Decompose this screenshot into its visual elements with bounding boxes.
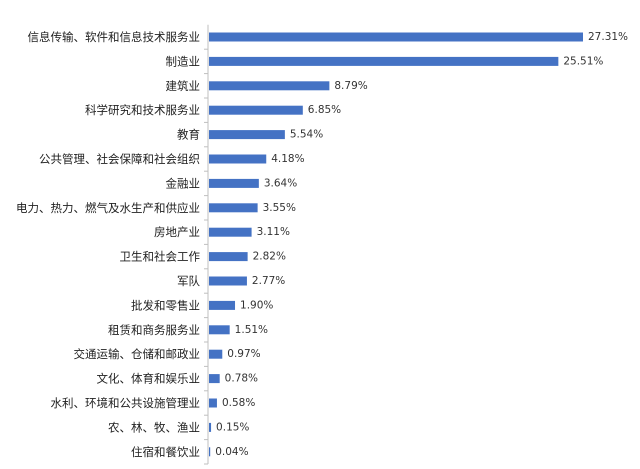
category-label: 租赁和商务服务业 [108, 323, 200, 337]
bar [209, 130, 285, 140]
data-label: 4.18% [271, 153, 304, 165]
data-label: 2.82% [253, 251, 286, 263]
category-label: 教育 [177, 128, 200, 142]
data-label: 3.11% [257, 226, 290, 238]
data-label: 8.79% [334, 80, 367, 92]
bar [209, 398, 217, 408]
data-label: 3.64% [264, 177, 297, 189]
category-label: 交通运输、仓储和邮政业 [74, 347, 201, 361]
category-label: 文化、体育和娱乐业 [97, 372, 201, 386]
category-label: 制造业 [166, 54, 201, 68]
bar [209, 252, 248, 262]
category-label: 公共管理、社会保障和社会组织 [39, 152, 200, 166]
data-label: 0.97% [227, 348, 260, 360]
category-label: 建筑业 [166, 79, 201, 93]
bar [209, 105, 303, 115]
category-label: 水利、环境和公共设施管理业 [51, 396, 201, 410]
data-label: 2.77% [252, 275, 285, 287]
bar [209, 349, 223, 359]
category-label: 科学研究和技术服务业 [85, 103, 200, 117]
data-label: 1.51% [235, 324, 268, 336]
bar [209, 422, 212, 432]
bar [209, 227, 252, 237]
bar [209, 154, 267, 164]
data-label: 25.51% [563, 55, 603, 67]
category-label: 卫生和社会工作 [120, 250, 201, 264]
bar [209, 203, 258, 213]
bar [209, 374, 220, 384]
data-label: 0.78% [225, 373, 258, 385]
category-label: 房地产业 [154, 225, 200, 239]
data-label: 1.90% [240, 299, 273, 311]
category-label: 住宿和餐饮业 [131, 445, 200, 459]
data-label: 0.15% [216, 421, 249, 433]
data-label: 3.55% [263, 202, 296, 214]
category-label: 电力、热力、燃气及水生产和供应业 [16, 201, 200, 215]
bar [209, 300, 236, 310]
bar [209, 325, 230, 335]
bar [209, 32, 583, 42]
data-label: 27.31% [588, 31, 628, 43]
data-label: 0.04% [215, 446, 248, 458]
data-label: 5.54% [290, 129, 323, 141]
data-label: 6.85% [308, 104, 341, 116]
bar [209, 81, 330, 91]
category-label: 批发和零售业 [131, 298, 200, 312]
category-label: 信息传输、软件和信息技术服务业 [28, 30, 201, 44]
bar [209, 276, 247, 286]
category-label: 军队 [177, 274, 200, 288]
bar [209, 56, 559, 66]
bar [209, 178, 259, 188]
category-label: 农、林、牧、渔业 [108, 420, 200, 434]
bar [209, 447, 211, 457]
data-label: 0.58% [222, 397, 255, 409]
category-label: 金融业 [166, 176, 201, 190]
